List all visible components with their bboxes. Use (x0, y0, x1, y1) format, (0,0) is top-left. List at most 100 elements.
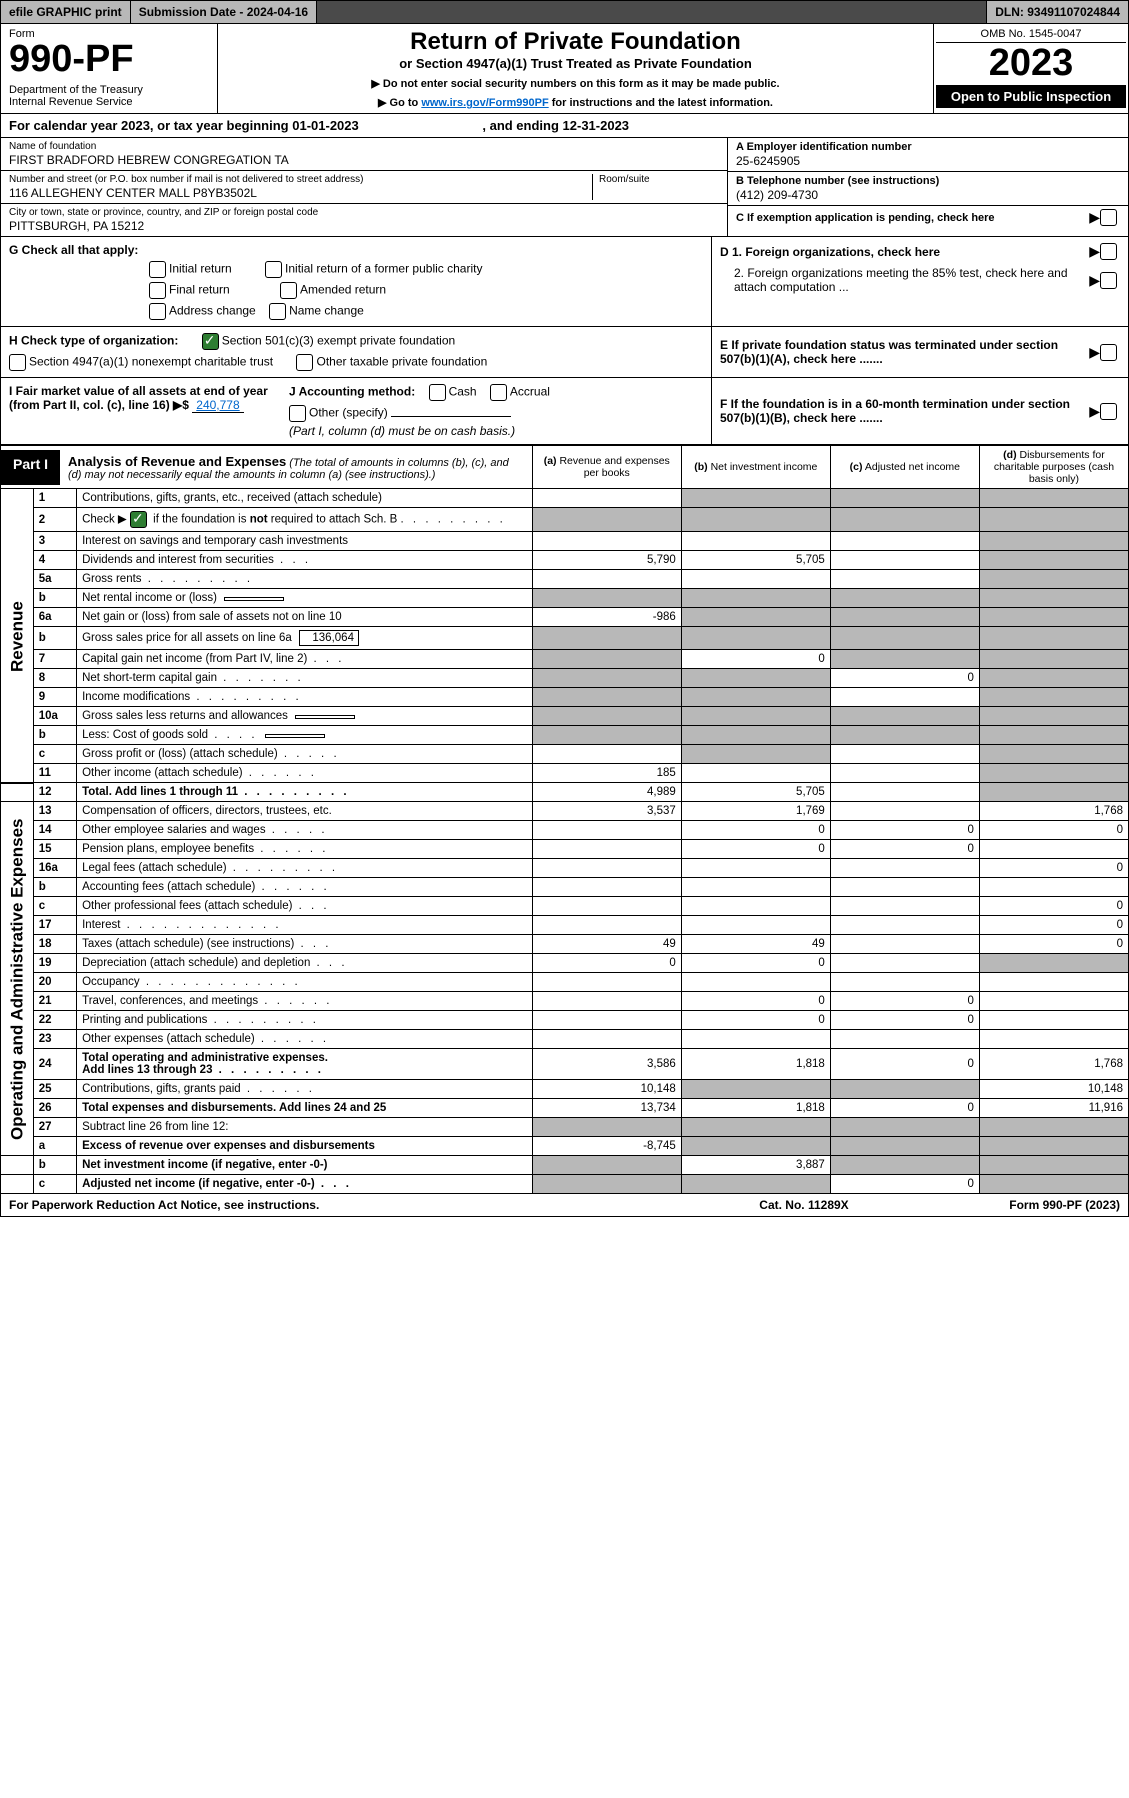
section-g-d: G Check all that apply: Initial return I… (0, 237, 1129, 327)
address: 116 ALLEGHENY CENTER MALL P8YB3502L (9, 186, 592, 200)
h-501c3-checkbox[interactable] (202, 333, 219, 350)
col-b-header: (b) Net investment income (681, 446, 830, 489)
table-row: 6a Net gain or (loss) from sale of asset… (1, 608, 1129, 627)
d1-label: D 1. Foreign organizations, check here (720, 245, 1089, 259)
city-label: City or town, state or province, country… (9, 207, 719, 218)
table-row: 21 Travel, conferences, and meetings . .… (1, 992, 1129, 1011)
table-row: 10a Gross sales less returns and allowan… (1, 707, 1129, 726)
i-section: I Fair market value of all assets at end… (9, 384, 269, 438)
j-note: (Part I, column (d) must be on cash basi… (289, 424, 703, 438)
d2-label: 2. Foreign organizations meeting the 85%… (720, 266, 1089, 294)
ein: 25-6245905 (736, 154, 1120, 168)
table-row: b Net rental income or (loss) (1, 589, 1129, 608)
irs-link[interactable]: www.irs.gov/Form990PF (421, 97, 548, 109)
table-row: 20 Occupancy . . . . . . . . . . . . . (1, 973, 1129, 992)
c-label: C If exemption application is pending, c… (736, 212, 1089, 224)
form-subtitle: or Section 4947(a)(1) Trust Treated as P… (226, 56, 925, 71)
g-initial-former-checkbox[interactable] (265, 261, 282, 278)
table-row: Operating and Administrative Expenses 13… (1, 802, 1129, 821)
phone: (412) 209-4730 (736, 188, 1120, 202)
f-section: F If the foundation is in a 60-month ter… (711, 378, 1128, 444)
d-section: D 1. Foreign organizations, check here ▶… (711, 237, 1128, 326)
section-h-e: H Check type of organization: Section 50… (0, 327, 1129, 378)
g-addr-checkbox[interactable] (149, 303, 166, 320)
f-checkbox[interactable] (1100, 403, 1117, 420)
omb-number: OMB No. 1545-0047 (936, 26, 1126, 43)
c-checkbox[interactable] (1100, 209, 1117, 226)
table-row: 25 Contributions, gifts, grants paid . .… (1, 1080, 1129, 1099)
city-state-zip: PITTSBURGH, PA 15212 (9, 219, 719, 233)
table-row: 23 Other expenses (attach schedule) . . … (1, 1030, 1129, 1049)
table-row: 7 Capital gain net income (from Part IV,… (1, 650, 1129, 669)
table-row: b Less: Cost of goods sold . . . . (1, 726, 1129, 745)
note-1: ▶ Do not enter social security numbers o… (226, 77, 925, 90)
room-label: Room/suite (599, 174, 719, 185)
efile-label[interactable]: efile GRAPHIC print (1, 1, 131, 23)
tax-year: 2023 (936, 43, 1126, 85)
table-row: c Gross profit or (loss) (attach schedul… (1, 745, 1129, 764)
ein-label: A Employer identification number (736, 141, 1120, 153)
g-name-checkbox[interactable] (269, 303, 286, 320)
top-bar: efile GRAPHIC print Submission Date - 20… (0, 0, 1129, 24)
table-row: a Excess of revenue over expenses and di… (1, 1137, 1129, 1156)
expenses-side-label: Operating and Administrative Expenses (1, 802, 34, 1156)
footer-mid: Cat. No. 11289X (696, 1194, 912, 1216)
e-checkbox[interactable] (1100, 344, 1117, 361)
section-ij-f: I Fair market value of all assets at end… (0, 378, 1129, 445)
part1-tag: Part I (1, 450, 60, 485)
table-row: b Gross sales price for all assets on li… (1, 627, 1129, 650)
h-other-checkbox[interactable] (296, 354, 313, 371)
dln: DLN: 93491107024844 (987, 1, 1128, 23)
table-row: 11 Other income (attach schedule) . . . … (1, 764, 1129, 783)
table-row: 15 Pension plans, employee benefits . . … (1, 840, 1129, 859)
footer-right: Form 990-PF (2023) (912, 1194, 1128, 1216)
e-section: E If private foundation status was termi… (711, 327, 1128, 377)
footer-left: For Paperwork Reduction Act Notice, see … (1, 1194, 696, 1216)
footer: For Paperwork Reduction Act Notice, see … (0, 1194, 1129, 1217)
table-row: 3 Interest on savings and temporary cash… (1, 532, 1129, 551)
form-title: Return of Private Foundation (226, 28, 925, 56)
submission-date: Submission Date - 2024-04-16 (131, 1, 317, 23)
i-value[interactable]: 240,778 (192, 398, 243, 413)
open-inspection: Open to Public Inspection (936, 85, 1126, 108)
h-4947-checkbox[interactable] (9, 354, 26, 371)
d1-checkbox[interactable] (1100, 243, 1117, 260)
arrow-icon: ▶ (1089, 209, 1100, 226)
j-other-checkbox[interactable] (289, 405, 306, 422)
table-row: 22 Printing and publications . . . . . .… (1, 1011, 1129, 1030)
table-row: 8 Net short-term capital gain . . . . . … (1, 669, 1129, 688)
d2-checkbox[interactable] (1100, 272, 1117, 289)
dept-label: Department of the Treasury Internal Reve… (9, 84, 209, 108)
h-section: H Check type of organization: Section 50… (1, 327, 711, 377)
table-row: Revenue 1 Contributions, gifts, grants, … (1, 489, 1129, 508)
revenue-side-label: Revenue (1, 489, 34, 783)
j-section: J Accounting method: Cash Accrual Other … (269, 384, 703, 438)
col-a-header: (a) Revenue and expenses per books (532, 446, 681, 489)
info-block: Name of foundation FIRST BRADFORD HEBREW… (0, 138, 1129, 237)
calendar-year-row: For calendar year 2023, or tax year begi… (0, 114, 1129, 138)
foundation-name: FIRST BRADFORD HEBREW CONGREGATION TA (9, 153, 719, 167)
g-amended-checkbox[interactable] (280, 282, 297, 299)
note-2: ▶ Go to www.irs.gov/Form990PF for instru… (226, 96, 925, 109)
g-final-checkbox[interactable] (149, 282, 166, 299)
header-center: Return of Private Foundation or Section … (218, 24, 934, 113)
part1-table: Part I Analysis of Revenue and Expenses … (0, 445, 1129, 1194)
addr-label: Number and street (or P.O. box number if… (9, 174, 592, 185)
schb-checkbox[interactable] (130, 511, 147, 528)
col-d-header: (d) Disbursements for charitable purpose… (979, 446, 1128, 489)
table-row: 2 Check ▶ if the foundation is not requi… (1, 508, 1129, 532)
form-header: Form 990-PF Department of the Treasury I… (0, 24, 1129, 114)
j-accrual-checkbox[interactable] (490, 384, 507, 401)
g-initial-checkbox[interactable] (149, 261, 166, 278)
info-left: Name of foundation FIRST BRADFORD HEBREW… (1, 138, 728, 236)
table-row: 9 Income modifications . . . . . . . . . (1, 688, 1129, 707)
table-row: 16a Legal fees (attach schedule) . . . .… (1, 859, 1129, 878)
header-left: Form 990-PF Department of the Treasury I… (1, 24, 218, 113)
part1-desc: Analysis of Revenue and Expenses (The to… (60, 450, 532, 485)
j-cash-checkbox[interactable] (429, 384, 446, 401)
table-row: c Other professional fees (attach schedu… (1, 897, 1129, 916)
table-row: 14 Other employee salaries and wages . .… (1, 821, 1129, 840)
table-row: 27 Subtract line 26 from line 12: (1, 1118, 1129, 1137)
table-row: 26 Total expenses and disbursements. Add… (1, 1099, 1129, 1118)
table-row: 19 Depreciation (attach schedule) and de… (1, 954, 1129, 973)
